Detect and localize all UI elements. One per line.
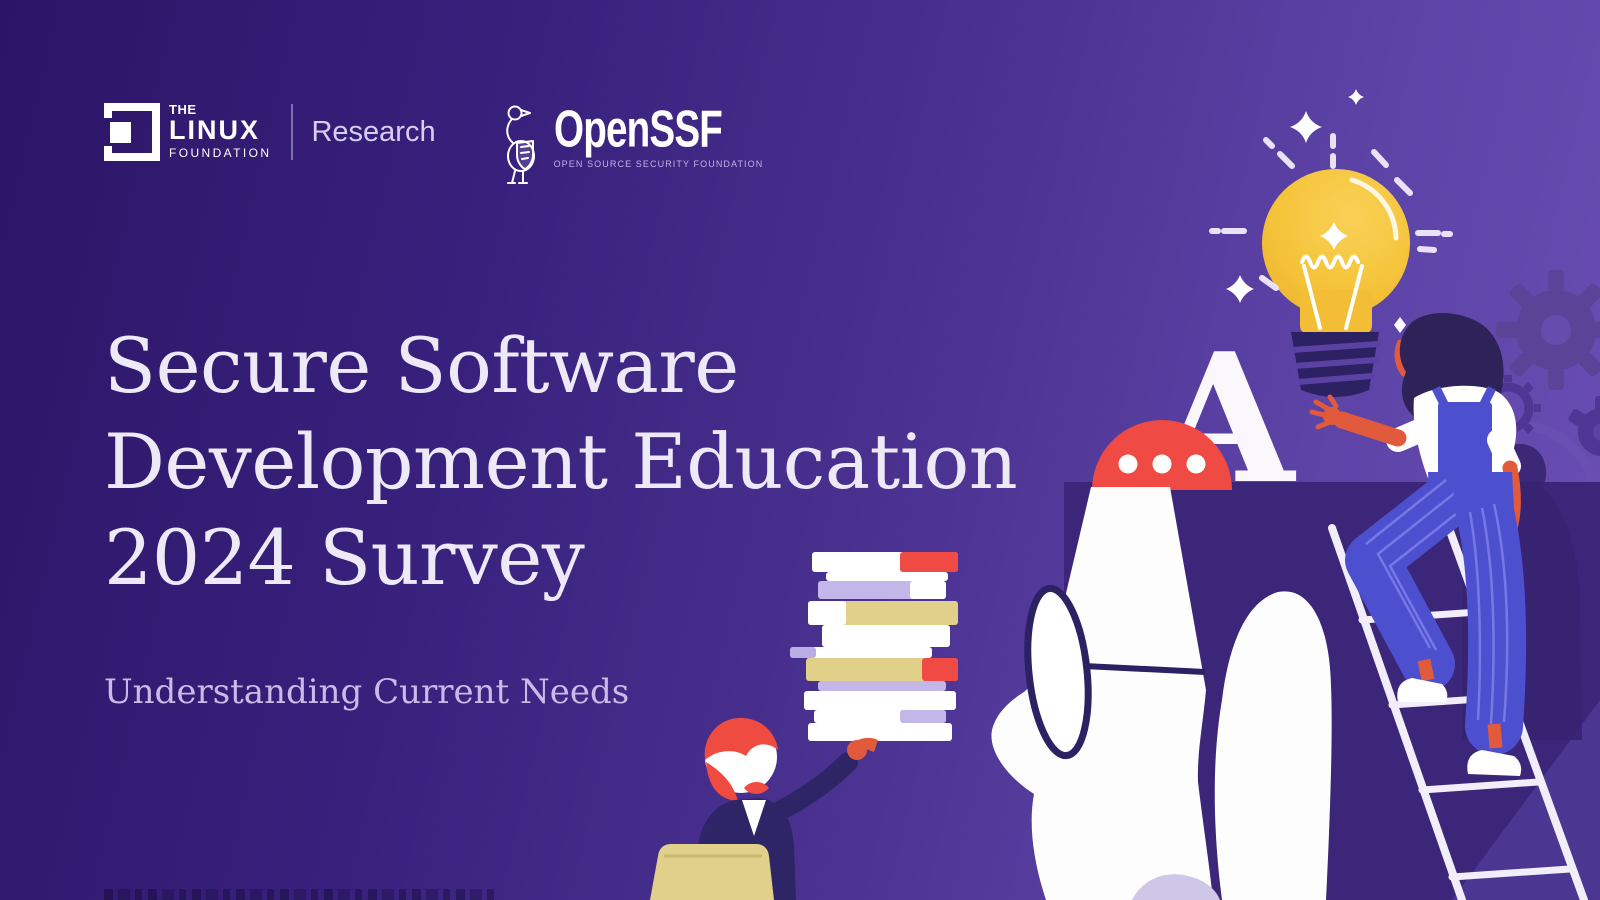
- clipped-credit-text: [104, 889, 496, 900]
- report-subtitle: Understanding Current Needs: [104, 672, 630, 712]
- lf-name: LINUX: [169, 115, 260, 145]
- sparkle-icon: [1209, 89, 1453, 333]
- gear-icon: [1475, 270, 1600, 456]
- thinker-head-icon: [991, 487, 1332, 900]
- logo-divider: [291, 104, 294, 160]
- openssf-wordmark: OpenSSF: [553, 99, 723, 158]
- book-stack-icon: [790, 552, 958, 741]
- lf-the: THE: [169, 102, 197, 117]
- speech-dots-icon: [1092, 420, 1232, 490]
- woman-climbing-icon: [1309, 313, 1527, 776]
- linux-foundation-logo: THE LINUX FOUNDATION: [104, 103, 271, 161]
- lf-foundation: FOUNDATION: [169, 146, 272, 160]
- report-title: Secure Software Development Education 20…: [104, 318, 1018, 606]
- duck-shield-icon: [505, 105, 535, 184]
- man-offering-books-icon: [650, 717, 878, 900]
- letter-a: A: [1154, 314, 1297, 523]
- title-line-3: 2024 Survey: [104, 513, 585, 602]
- openssf-tagline: OPEN SOURCE SECURITY FOUNDATION: [553, 159, 764, 169]
- glasses-icon: [1024, 584, 1206, 760]
- lightbulb-icon: [1262, 169, 1410, 397]
- title-line-2: Development Education: [104, 417, 1018, 506]
- research-label: Research: [311, 116, 436, 148]
- linux-foundation-mark-icon: [104, 103, 160, 161]
- title-line-1: Secure Software: [104, 321, 739, 410]
- chin-shadow: [1132, 874, 1220, 900]
- brand-bar: THE LINUX FOUNDATION Research Op: [104, 103, 763, 189]
- openssf-logo: OpenSSF OPEN SOURCE SECURITY FOUNDATION: [500, 103, 764, 189]
